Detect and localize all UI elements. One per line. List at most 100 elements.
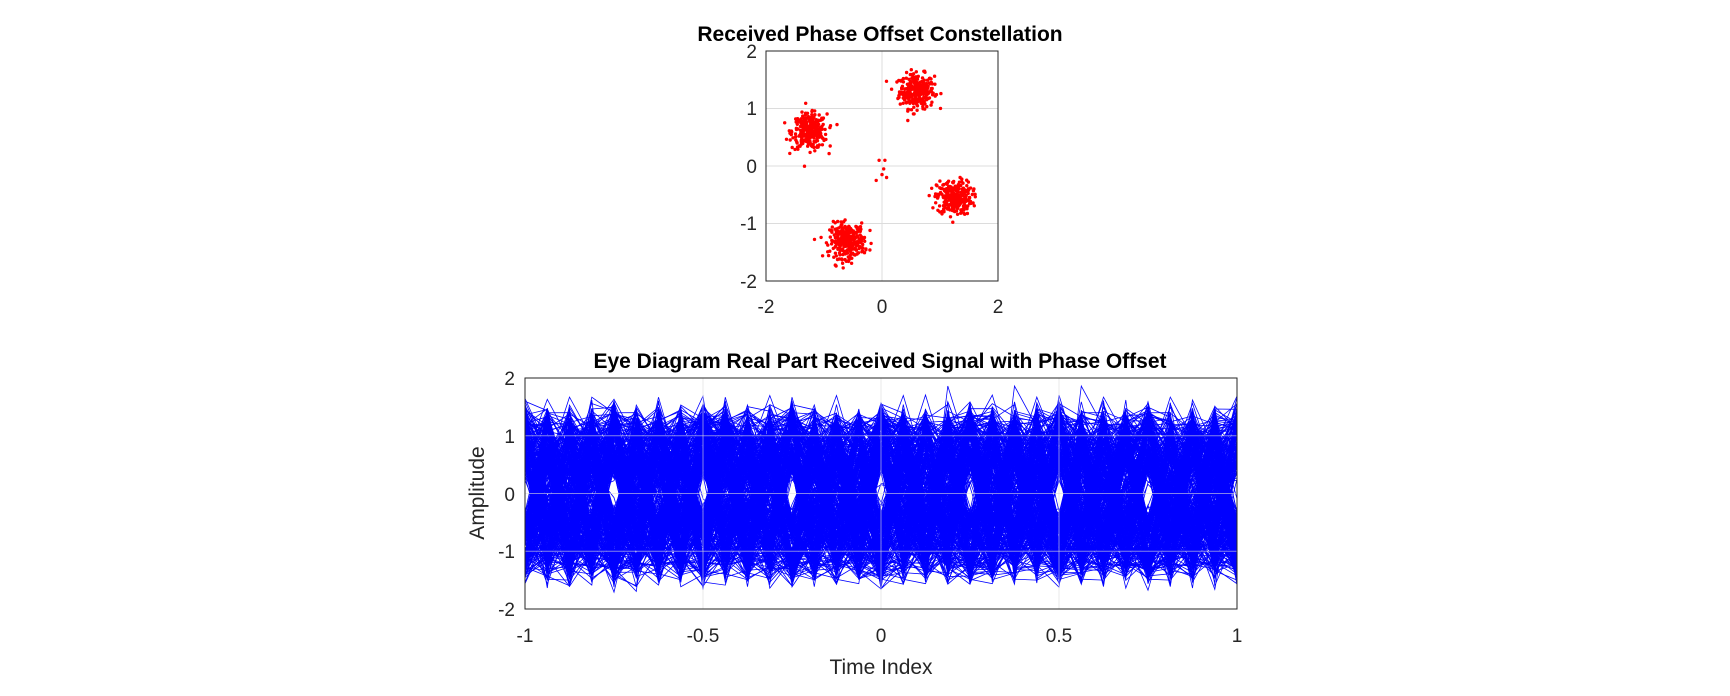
constellation-point <box>850 241 854 246</box>
constellation-point <box>961 181 965 185</box>
constellation-point <box>960 187 964 191</box>
constellation-point <box>804 101 808 106</box>
constellation-point <box>942 208 946 212</box>
constellation-points <box>783 68 977 270</box>
constellation-point <box>796 119 800 124</box>
constellation-point <box>938 179 942 183</box>
constellation-point <box>847 242 851 247</box>
constellation-point <box>972 204 976 208</box>
constellation-point <box>812 139 816 144</box>
constellation-point <box>830 229 834 233</box>
constellation-point <box>843 218 847 222</box>
eye-ytick-label: 1 <box>504 427 515 448</box>
constellation-point <box>905 100 909 104</box>
constellation-point <box>921 105 925 109</box>
constellation-point <box>942 200 946 204</box>
constellation-point <box>794 138 798 142</box>
constellation-point <box>840 231 844 236</box>
constellation-point <box>917 93 921 97</box>
constellation-point <box>902 96 906 101</box>
constellation-point <box>796 127 800 131</box>
constellation-point <box>915 108 919 113</box>
constellation-point <box>946 179 951 183</box>
constellation-point <box>834 264 838 268</box>
constellation-point <box>813 122 817 126</box>
constellation-point <box>844 259 848 263</box>
constellation-point <box>970 192 974 197</box>
constellation-point <box>869 241 873 246</box>
constellation-point <box>940 212 944 216</box>
constellation-point <box>923 102 927 106</box>
eye-xtick-label: -0.5 <box>687 626 720 647</box>
constellation-point <box>847 227 851 231</box>
constellation-point <box>860 221 864 225</box>
eye-ytick-label: 0 <box>504 485 515 506</box>
constellation-point <box>855 230 859 234</box>
eye-y-axis-label: Amplitude <box>466 446 489 539</box>
constellation-ytick-label: -2 <box>740 272 757 293</box>
eye-diagram-plot: Eye Diagram Real Part Received Signal wi… <box>466 350 1242 679</box>
constellation-point <box>823 127 827 132</box>
constellation-point <box>837 226 841 230</box>
constellation-xtick-label: 0 <box>877 297 888 318</box>
constellation-point <box>789 129 794 133</box>
constellation-point <box>972 187 976 191</box>
constellation-point <box>789 132 793 137</box>
constellation-point <box>835 257 840 262</box>
constellation-point <box>911 97 915 102</box>
constellation-point <box>834 254 838 258</box>
constellation-point <box>803 118 807 122</box>
constellation-point <box>912 81 917 85</box>
constellation-point <box>926 91 931 96</box>
constellation-point <box>897 92 902 97</box>
constellation-point <box>922 78 926 82</box>
constellation-point <box>859 241 863 245</box>
constellation-point <box>968 186 973 190</box>
constellation-point <box>899 78 904 83</box>
eye-x-axis-label: Time Index <box>829 656 933 679</box>
constellation-point <box>965 211 970 216</box>
constellation-point <box>799 140 803 144</box>
eye-ytick-label: -1 <box>498 542 515 563</box>
constellation-point <box>965 205 969 209</box>
constellation-point <box>945 199 949 204</box>
constellation-point <box>857 237 861 241</box>
constellation-point <box>868 228 872 233</box>
constellation-point <box>835 122 839 127</box>
constellation-point <box>948 197 952 201</box>
constellation-point <box>813 109 817 113</box>
constellation-point <box>837 238 841 242</box>
constellation-point <box>833 251 838 255</box>
constellation-ytick-label: 1 <box>746 99 757 120</box>
constellation-point <box>838 253 842 257</box>
constellation-point <box>858 233 862 237</box>
constellation-point <box>948 194 952 198</box>
constellation-point <box>819 118 823 122</box>
constellation-point <box>973 192 977 196</box>
constellation-point <box>945 182 949 186</box>
constellation-point <box>840 261 845 265</box>
constellation-point <box>834 231 838 236</box>
constellation-point <box>923 70 927 75</box>
constellation-point <box>959 209 964 214</box>
constellation-point <box>846 239 850 243</box>
constellation-point <box>908 93 912 97</box>
constellation-point <box>915 104 920 108</box>
eye-xtick-label: 0.5 <box>1046 626 1072 647</box>
constellation-point <box>923 91 928 95</box>
constellation-point <box>856 241 860 245</box>
constellation-point <box>864 248 868 252</box>
constellation-point <box>940 192 944 196</box>
constellation-point <box>965 178 969 182</box>
constellation-title: Received Phase Offset Constellation <box>697 23 1062 46</box>
constellation-point <box>883 158 887 162</box>
constellation-point <box>851 251 855 255</box>
constellation-point <box>911 101 916 106</box>
constellation-point <box>961 197 965 202</box>
constellation-point <box>908 100 913 104</box>
constellation-point <box>802 122 807 127</box>
constellation-point <box>810 132 814 136</box>
constellation-point <box>833 221 837 225</box>
constellation-point <box>953 209 957 214</box>
